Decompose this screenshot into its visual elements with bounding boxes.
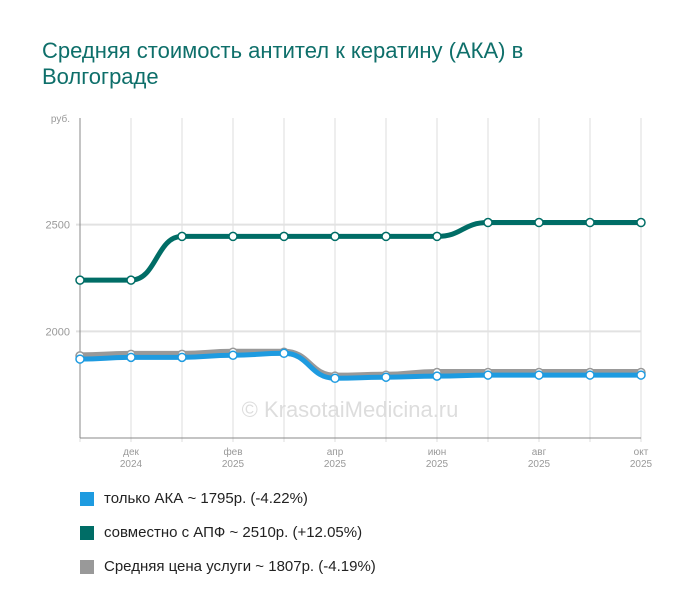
x-tick-year: 2025 — [222, 459, 245, 470]
legend-label: Средняя цена услуги ~ 1807р. (-4.19%) — [104, 558, 376, 575]
data-point — [75, 354, 85, 364]
chart-title: Средняя стоимость антител к кератину (АК… — [42, 38, 524, 89]
data-point — [228, 350, 238, 360]
data-point — [381, 231, 391, 242]
data-point — [177, 352, 187, 363]
y-tick-label: 2000 — [46, 326, 70, 338]
data-point — [534, 217, 544, 228]
legend-item-avg[interactable]: Средняя цена услуги ~ 1807р. (-4.19%) — [80, 558, 376, 575]
y-axis-unit: руб. — [51, 113, 70, 125]
data-point — [75, 275, 85, 285]
data-point — [483, 370, 493, 380]
legend-swatch — [80, 491, 94, 506]
x-tick-month: дек — [123, 447, 139, 458]
legend-swatch — [80, 525, 94, 540]
legend-item-apf[interactable]: совместно с АПФ ~ 2510р. (+12.05%) — [80, 524, 362, 541]
data-point — [585, 217, 595, 228]
data-point — [534, 370, 544, 380]
y-tick-label: 2500 — [46, 220, 70, 232]
data-point — [126, 352, 136, 363]
x-tick-year: 2025 — [630, 459, 653, 470]
data-point — [330, 373, 340, 384]
data-point — [279, 348, 289, 359]
legend-swatch — [80, 559, 94, 574]
legend-item-aka[interactable]: только АКА ~ 1795р. (-4.22%) — [80, 490, 308, 507]
data-point — [126, 275, 136, 285]
data-point — [636, 217, 646, 228]
x-tick-year: 2024 — [120, 459, 143, 470]
x-tick-month: окт — [634, 447, 649, 458]
data-point — [585, 370, 595, 380]
data-point — [228, 231, 238, 242]
data-point — [483, 217, 493, 228]
legend-label: только АКА ~ 1795р. (-4.22%) — [104, 490, 308, 507]
x-tick-year: 2025 — [324, 459, 347, 470]
data-point — [381, 372, 391, 382]
data-point — [636, 370, 646, 380]
series-line-1 — [77, 220, 644, 283]
legend-label: совместно с АПФ ~ 2510р. (+12.05%) — [104, 524, 363, 541]
x-tick-year: 2025 — [528, 459, 551, 470]
x-tick-month: апр — [327, 447, 344, 458]
data-point — [177, 231, 187, 242]
data-point — [279, 231, 289, 242]
x-tick-month: авг — [532, 447, 547, 458]
watermark: © KrasotaiMedicina.ru — [242, 397, 459, 422]
x-tick-month: фев — [223, 446, 242, 458]
data-point — [432, 371, 442, 381]
x-tick-month: июн — [428, 447, 447, 458]
data-point — [330, 231, 340, 242]
x-tick-year: 2025 — [426, 459, 449, 470]
data-point — [432, 231, 442, 242]
line-chart: 20002500руб.дек2024фев2025апр2025июн2025… — [46, 113, 653, 470]
